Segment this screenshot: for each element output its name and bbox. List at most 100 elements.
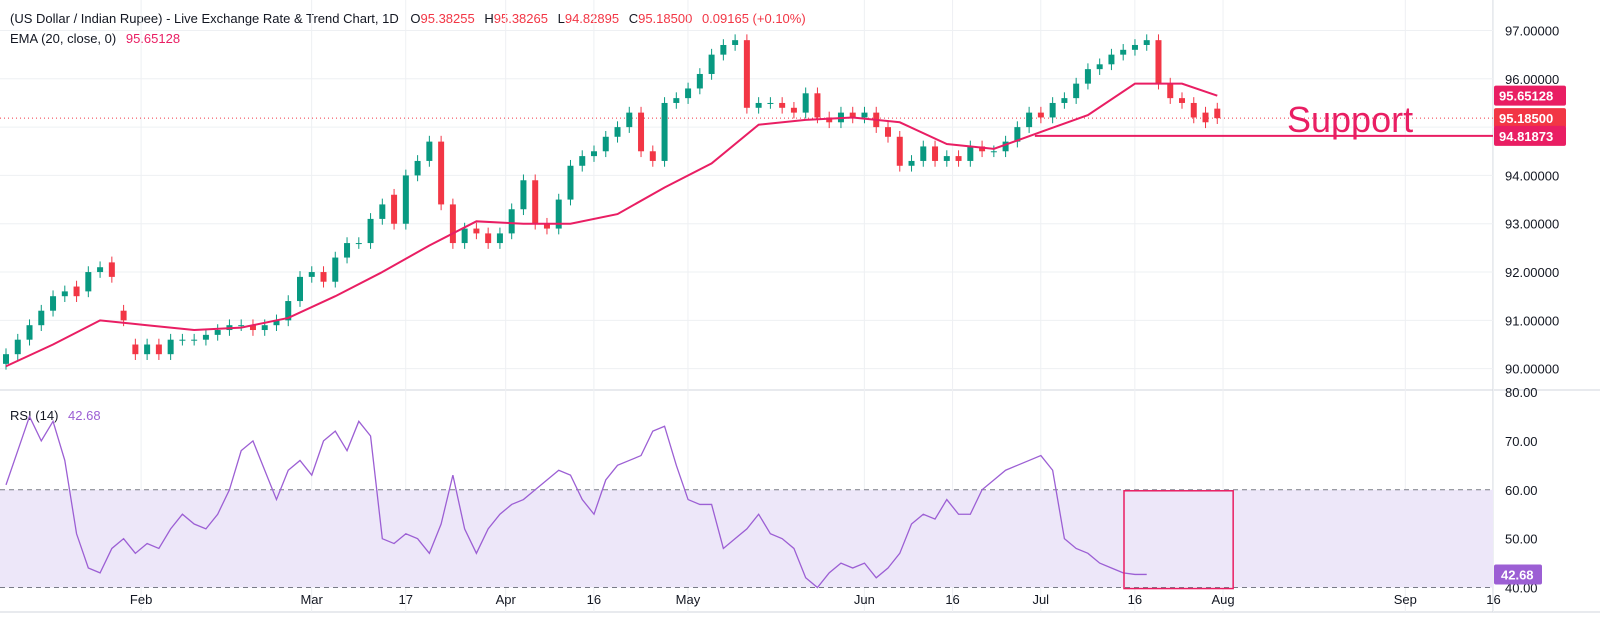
candle-body [1049,102,1056,118]
rsi-value-box [1494,564,1542,585]
candle-body [755,102,762,108]
candle-body [790,107,797,113]
candle-body [508,209,515,234]
price-tick-label: 92.00000 [1505,265,1559,280]
candle-body [614,127,621,137]
candle-body [426,141,433,161]
symbol-title: (US Dollar / Indian Rupee) - Live Exchan… [10,11,399,26]
candle-body [320,272,327,282]
time-tick-label: Aug [1211,592,1234,607]
time-tick-label: Mar [300,592,323,607]
candle-body [108,262,115,277]
change-value: 0.09165 (+0.10%) [701,11,806,26]
candle-body [908,160,915,166]
candle-body [414,160,421,176]
candle-body [1014,127,1021,142]
price-label-box [1494,125,1566,146]
candle-body [179,339,186,341]
candle-body [120,310,127,321]
price-label-box [1494,108,1566,129]
candle-body [802,93,809,113]
time-tick-label: 16 [1128,592,1142,607]
candle-body [673,98,680,103]
candle-body [297,276,303,302]
rsi-tick-label: 80.00 [1505,385,1538,400]
candle-body [885,127,891,137]
candle-body [743,40,750,108]
candle-body [1002,141,1009,152]
candle-body [696,73,703,89]
rsi-band [0,489,1493,588]
candle-body [1190,102,1197,118]
candle-body [826,117,833,123]
candle-body [1037,112,1044,118]
support-annotation: Support [1287,99,1413,140]
price-label-text: 95.65128 [1499,89,1553,104]
rsi-label: RSI (14) [10,408,59,423]
candle-body [579,156,586,166]
candle-body [849,112,856,118]
open-value: 95.38255 [420,11,475,26]
candle-body [1167,83,1174,99]
price-tick-label: 94.00000 [1505,168,1559,183]
candle-body [1202,112,1209,123]
candle-body [344,243,351,258]
time-tick-label: Feb [130,592,152,607]
candle-body [61,291,68,297]
time-tick-label: Apr [496,592,517,607]
candle-body [1084,69,1091,84]
candle-body [261,325,268,331]
candle-body [85,272,92,292]
candle-body [779,102,786,108]
candle-body [3,354,9,364]
candle-body [308,272,315,277]
rsi-tick-label: 60.00 [1505,483,1538,498]
high-value: 95.38265 [493,11,548,26]
candle-body [485,233,492,244]
candle-body [520,180,527,210]
candle-body [638,112,645,152]
time-tick-label: Jun [854,592,875,607]
candle-body [1073,83,1080,99]
candle-body [591,151,597,157]
candle-body [355,243,362,245]
time-tick-label: Jul [1032,592,1049,607]
candle-body [990,151,997,153]
time-tick-label: 16 [587,592,601,607]
candle-body [167,339,174,355]
low-value: 94.82895 [564,11,620,26]
candle-body [626,112,633,128]
candle-body [26,325,33,340]
candle-body [73,286,80,297]
candle-body [661,102,668,161]
candle-body [861,112,868,118]
candle-body [438,141,445,205]
low-label: L [557,11,565,26]
high-label: H [484,11,494,26]
time-tick-label: 16 [945,592,959,607]
candle-body [767,102,774,104]
time-tick-label: Sep [1394,592,1417,607]
candle-body [555,199,562,229]
ema-label: EMA (20, close, 0) [10,31,117,46]
candle-body [1131,44,1138,50]
candle-body [273,320,280,326]
candle-body [685,88,692,99]
time-tick-label: May [676,592,701,607]
candle-body [649,151,656,161]
candle-body [155,344,162,355]
candle-body [202,334,209,340]
price-tick-label: 91.00000 [1505,313,1559,328]
candle-body [14,339,21,355]
close-value: 95.18500 [638,11,693,26]
candle-body [391,194,398,224]
candle-body [214,330,221,335]
price-tick-label: 93.00000 [1505,217,1559,232]
price-tick-label: 97.00000 [1505,23,1559,38]
rsi-value-text: 42.68 [1501,567,1534,582]
rsi-highlight-box [1123,490,1234,590]
candle-body [144,344,151,355]
chart-header: (US Dollar / Indian Rupee) - Live Exchan… [10,11,806,26]
candle-body [249,325,256,331]
